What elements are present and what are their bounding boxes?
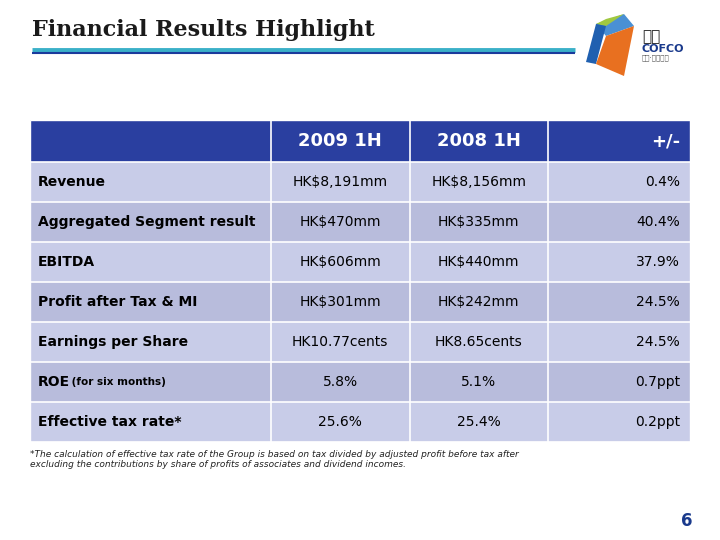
Bar [30, 120, 690, 162]
Text: +/-: +/- [651, 132, 680, 150]
Bar [30, 162, 690, 202]
Text: Revenue: Revenue [38, 175, 106, 189]
Text: 成长·美好生活: 成长·美好生活 [642, 55, 670, 62]
Text: HK$470mm: HK$470mm [300, 215, 381, 229]
Bar [30, 120, 690, 442]
Text: 0.7ppt: 0.7ppt [635, 375, 680, 389]
Text: Aggregated Segment result: Aggregated Segment result [38, 215, 256, 229]
Text: HK$8,191mm: HK$8,191mm [292, 175, 388, 189]
Text: 0.4%: 0.4% [645, 175, 680, 189]
Text: 25.6%: 25.6% [318, 415, 362, 429]
Text: ROE: ROE [38, 375, 70, 389]
Text: 2009 1H: 2009 1H [298, 132, 382, 150]
Text: Profit after Tax & MI: Profit after Tax & MI [38, 295, 197, 309]
Text: 0.2ppt: 0.2ppt [635, 415, 680, 429]
Text: HK$440mm: HK$440mm [438, 255, 520, 269]
Text: 2008 1H: 2008 1H [437, 132, 521, 150]
Text: HK$242mm: HK$242mm [438, 295, 520, 309]
Bar [30, 362, 690, 402]
Bar [30, 282, 690, 322]
Text: Earnings per Share: Earnings per Share [38, 335, 188, 349]
Text: 6: 6 [682, 512, 693, 530]
Polygon shape [586, 24, 606, 64]
Bar [30, 202, 690, 242]
Bar [30, 242, 690, 282]
Text: *The calculation of effective tax rate of the Group is based on tax divided by a: *The calculation of effective tax rate o… [30, 450, 518, 469]
Bar [30, 322, 690, 362]
Text: HK8.65cents: HK8.65cents [435, 335, 523, 349]
Polygon shape [596, 14, 624, 26]
Text: (for six months): (for six months) [68, 377, 166, 387]
Text: 24.5%: 24.5% [636, 295, 680, 309]
Text: HK$8,156mm: HK$8,156mm [431, 175, 526, 189]
Text: 24.5%: 24.5% [636, 335, 680, 349]
Text: 5.8%: 5.8% [323, 375, 358, 389]
Text: Financial Results Highlight: Financial Results Highlight [32, 19, 374, 41]
Bar [30, 402, 690, 442]
Text: HK$606mm: HK$606mm [300, 255, 381, 269]
Text: Effective tax rate*: Effective tax rate* [38, 415, 181, 429]
Text: HK10.77cents: HK10.77cents [292, 335, 388, 349]
Text: 5.1%: 5.1% [462, 375, 496, 389]
Text: HK$335mm: HK$335mm [438, 215, 520, 229]
Polygon shape [596, 26, 634, 76]
Text: 中粮: 中粮 [642, 30, 660, 44]
Text: EBITDA: EBITDA [38, 255, 95, 269]
Text: 40.4%: 40.4% [636, 215, 680, 229]
Text: 25.4%: 25.4% [457, 415, 500, 429]
Text: 37.9%: 37.9% [636, 255, 680, 269]
Polygon shape [596, 14, 634, 36]
Text: HK$301mm: HK$301mm [300, 295, 381, 309]
Text: COFCO: COFCO [642, 44, 685, 54]
